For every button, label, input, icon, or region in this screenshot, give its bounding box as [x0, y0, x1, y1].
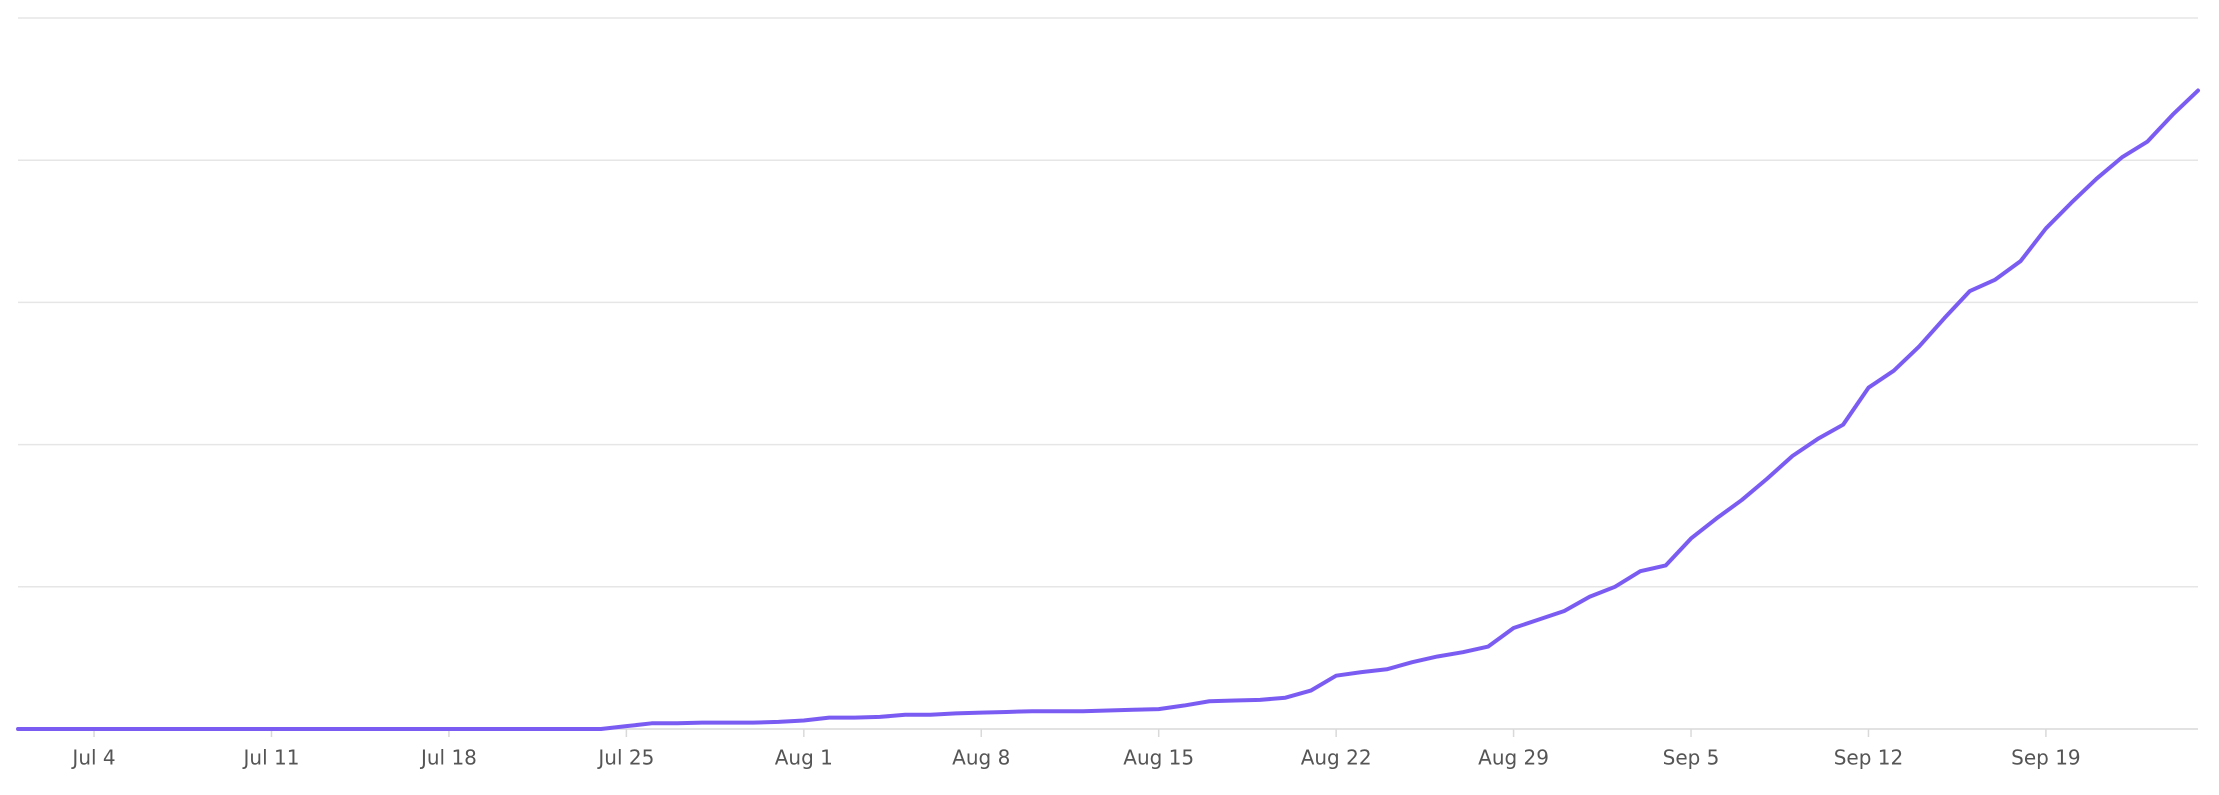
x-tick-label: Jul 25 — [596, 746, 654, 770]
x-tick-label: Aug 29 — [1478, 746, 1549, 770]
x-tick-label: Jul 4 — [70, 746, 115, 770]
x-tick-label: Aug 22 — [1301, 746, 1372, 770]
x-tick-label: Sep 5 — [1663, 746, 1720, 770]
data-line — [16, 88, 2200, 731]
x-tick-label: Aug 15 — [1123, 746, 1194, 770]
x-tick-label: Jul 18 — [419, 746, 477, 770]
x-tick-label: Aug 1 — [775, 746, 833, 770]
x-tick-label: Aug 8 — [952, 746, 1010, 770]
x-tick-label: Jul 11 — [242, 746, 300, 770]
x-tick-label: Sep 12 — [1834, 746, 1904, 770]
x-tick-label: Sep 19 — [2011, 746, 2081, 770]
